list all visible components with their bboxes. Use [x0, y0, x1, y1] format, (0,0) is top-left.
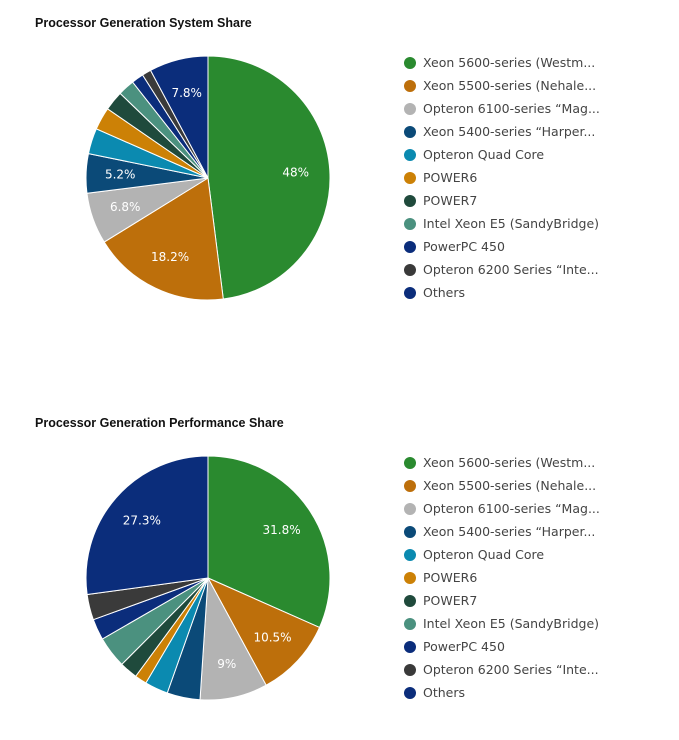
legend-label: Opteron 6200 Series “Inte... — [423, 262, 599, 277]
legend-item-others[interactable]: Others — [404, 281, 600, 304]
pie-slice-others[interactable] — [85, 455, 209, 596]
legend-item-xeon-5400-series-harpertown[interactable]: Xeon 5400-series “Harper... — [404, 120, 600, 143]
legend-item-powerpc-450[interactable]: PowerPC 450 — [404, 635, 600, 658]
pie-slice-xeon-5600-series-westmere-ep[interactable] — [207, 455, 331, 629]
legend-item-xeon-5400-series-harpertown[interactable]: Xeon 5400-series “Harper... — [404, 520, 600, 543]
legend-item-power7[interactable]: POWER7 — [404, 589, 600, 612]
legend-swatch — [404, 640, 416, 653]
data-label-xeon-5500-series-nehalem-ep: 10.5% — [253, 631, 291, 645]
legend-swatch — [404, 548, 416, 561]
legend-item-xeon-5600-series-westmere-ep[interactable]: Xeon 5600-series (Westm... — [404, 51, 600, 74]
legend-label: POWER6 — [423, 570, 478, 585]
chart-title: Processor Generation Performance Share — [35, 416, 284, 430]
legend-item-opteron-6200-series-interlagos[interactable]: Opteron 6200 Series “Inte... — [404, 658, 600, 681]
system-share-chart: Processor Generation System Share 48% 18.… — [0, 0, 679, 340]
legend-item-xeon-5600-series-westmere-ep[interactable]: Xeon 5600-series (Westm... — [404, 451, 600, 474]
legend-label: Others — [423, 685, 466, 700]
legend-item-opteron-6100-series-magny-cours[interactable]: Opteron 6100-series “Mag... — [404, 497, 600, 520]
legend-label: POWER7 — [423, 593, 478, 608]
legend-label: Others — [423, 285, 466, 300]
legend-label: Xeon 5500-series (Nehale... — [423, 78, 597, 93]
legend-item-power7[interactable]: POWER7 — [404, 189, 600, 212]
legend-label: Xeon 5600-series (Westm... — [423, 455, 596, 470]
data-label-xeon-5400-series-harpertown: 5.2% — [105, 168, 136, 182]
data-label-others: 7.8% — [171, 86, 202, 100]
legend-label: PowerPC 450 — [423, 639, 505, 654]
legend-label: POWER7 — [423, 193, 478, 208]
legend: Xeon 5600-series (Westm... Xeon 5500-seri… — [404, 51, 600, 304]
legend-swatch — [404, 571, 416, 584]
legend-swatch — [404, 594, 416, 607]
legend-swatch — [404, 240, 416, 253]
legend-label: Intel Xeon E5 (SandyBridge) — [423, 216, 600, 231]
legend-label: Xeon 5600-series (Westm... — [423, 55, 596, 70]
legend-swatch — [404, 617, 416, 630]
legend: Xeon 5600-series (Westm... Xeon 5500-seri… — [404, 451, 600, 704]
legend-swatch — [404, 217, 416, 230]
pie-slice-xeon-5500-series-nehalem-ep[interactable] — [103, 177, 224, 301]
legend-swatch — [404, 125, 416, 138]
legend-swatch — [404, 171, 416, 184]
legend-swatch — [404, 502, 416, 515]
data-label-opteron-6100-series-magny-cours: 6.8% — [110, 200, 141, 214]
pie-chart: 48% 18.2% 6.8% 5.2% 7.8% — [85, 55, 331, 301]
legend-label: Xeon 5400-series “Harper... — [423, 524, 596, 539]
legend-swatch — [404, 286, 416, 299]
legend-swatch — [404, 79, 416, 92]
legend-swatch — [404, 525, 416, 538]
legend-item-xeon-5500-series-nehalem-ep[interactable]: Xeon 5500-series (Nehale... — [404, 74, 600, 97]
legend-item-xeon-5500-series-nehalem-ep[interactable]: Xeon 5500-series (Nehale... — [404, 474, 600, 497]
legend-item-opteron-6100-series-magny-cours[interactable]: Opteron 6100-series “Mag... — [404, 97, 600, 120]
pie-slice-xeon-5500-series-nehalem-ep[interactable] — [206, 576, 321, 686]
legend-label: Opteron Quad Core — [423, 147, 545, 162]
legend-item-others[interactable]: Others — [404, 681, 600, 704]
legend-item-powerpc-450[interactable]: PowerPC 450 — [404, 235, 600, 258]
legend-swatch — [404, 148, 416, 161]
legend-label: POWER6 — [423, 170, 478, 185]
data-label-others: 27.3% — [123, 513, 161, 527]
legend-swatch — [404, 686, 416, 699]
legend-item-opteron-6200-series-interlagos[interactable]: Opteron 6200 Series “Inte... — [404, 258, 600, 281]
legend-item-power6[interactable]: POWER6 — [404, 166, 600, 189]
legend-label: Xeon 5400-series “Harper... — [423, 124, 596, 139]
legend-swatch — [404, 479, 416, 492]
legend-swatch — [404, 102, 416, 115]
legend-label: Opteron 6100-series “Mag... — [423, 101, 600, 116]
legend-swatch — [404, 456, 416, 469]
legend-label: Opteron Quad Core — [423, 547, 545, 562]
performance-share-chart: Processor Generation Performance Share 3… — [0, 400, 679, 740]
pie-slice-xeon-5600-series-westmere-ep[interactable] — [207, 55, 331, 300]
legend-item-opteron-quad-core[interactable]: Opteron Quad Core — [404, 543, 600, 566]
legend-item-power6[interactable]: POWER6 — [404, 566, 600, 589]
chart-title: Processor Generation System Share — [35, 16, 252, 30]
legend-label: Opteron 6100-series “Mag... — [423, 501, 600, 516]
legend-item-opteron-quad-core[interactable]: Opteron Quad Core — [404, 143, 600, 166]
legend-swatch — [404, 194, 416, 207]
legend-item-intel-xeon-e5-sandybridge[interactable]: Intel Xeon E5 (SandyBridge) — [404, 612, 600, 635]
legend-label: Opteron 6200 Series “Inte... — [423, 662, 599, 677]
legend-swatch — [404, 263, 416, 276]
legend-swatch — [404, 663, 416, 676]
legend-label: PowerPC 450 — [423, 239, 505, 254]
data-label-xeon-5500-series-nehalem-ep: 18.2% — [151, 250, 189, 264]
legend-label: Intel Xeon E5 (SandyBridge) — [423, 616, 600, 631]
pie-chart: 31.8% 10.5% 9% 27.3% — [85, 455, 331, 701]
legend-label: Xeon 5500-series (Nehale... — [423, 478, 597, 493]
data-label-xeon-5600-series-westmere-ep: 31.8% — [263, 523, 301, 537]
data-label-xeon-5600-series-westmere-ep: 48% — [282, 166, 309, 180]
pie-slice-others[interactable] — [149, 55, 209, 179]
legend-item-intel-xeon-e5-sandybridge[interactable]: Intel Xeon E5 (SandyBridge) — [404, 212, 600, 235]
data-label-opteron-6100-series-magny-cours: 9% — [217, 657, 236, 671]
legend-swatch — [404, 56, 416, 69]
